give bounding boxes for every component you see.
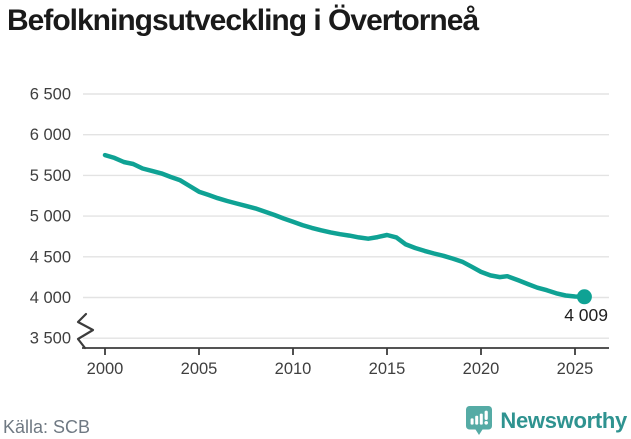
- y-axis-tick-label: 4 500: [30, 248, 71, 266]
- y-axis-tick-label: 3 500: [30, 330, 71, 348]
- x-axis-tick-label: 2000: [87, 360, 124, 378]
- y-axis-tick-label: 5 500: [30, 167, 71, 185]
- end-point-value-label: 4 009: [564, 305, 608, 325]
- y-axis-tick-label: 4 000: [30, 289, 71, 307]
- x-axis-tick-label: 2015: [369, 360, 406, 378]
- x-axis-tick-label: 2020: [463, 360, 500, 378]
- newsworthy-logo-text: Newsworthy: [500, 408, 627, 433]
- population-line: [102, 152, 587, 300]
- x-axis-tick-label: 2025: [557, 360, 594, 378]
- end-point-marker: [576, 289, 592, 305]
- y-axis-tick-label: 6 500: [30, 86, 71, 104]
- page-title: Befolkningsutveckling i Övertorneå: [7, 4, 479, 37]
- x-axis-tick-label: 2010: [275, 360, 312, 378]
- source-note: Källa: SCB: [3, 417, 91, 437]
- x-axis-tick-label: 2005: [181, 360, 218, 378]
- y-axis-break-icon: [76, 312, 95, 350]
- population-line-chart: 6 500 6 000 5 500 5 000 4 500 4 000 3 500 2000 2…: [30, 86, 609, 378]
- y-axis-tick-label: 5 000: [30, 208, 71, 226]
- newsworthy-logo: Newsworthy: [465, 405, 627, 437]
- newsworthy-logo-icon: [466, 406, 493, 435]
- y-axis-tick-label: 6 000: [30, 126, 71, 144]
